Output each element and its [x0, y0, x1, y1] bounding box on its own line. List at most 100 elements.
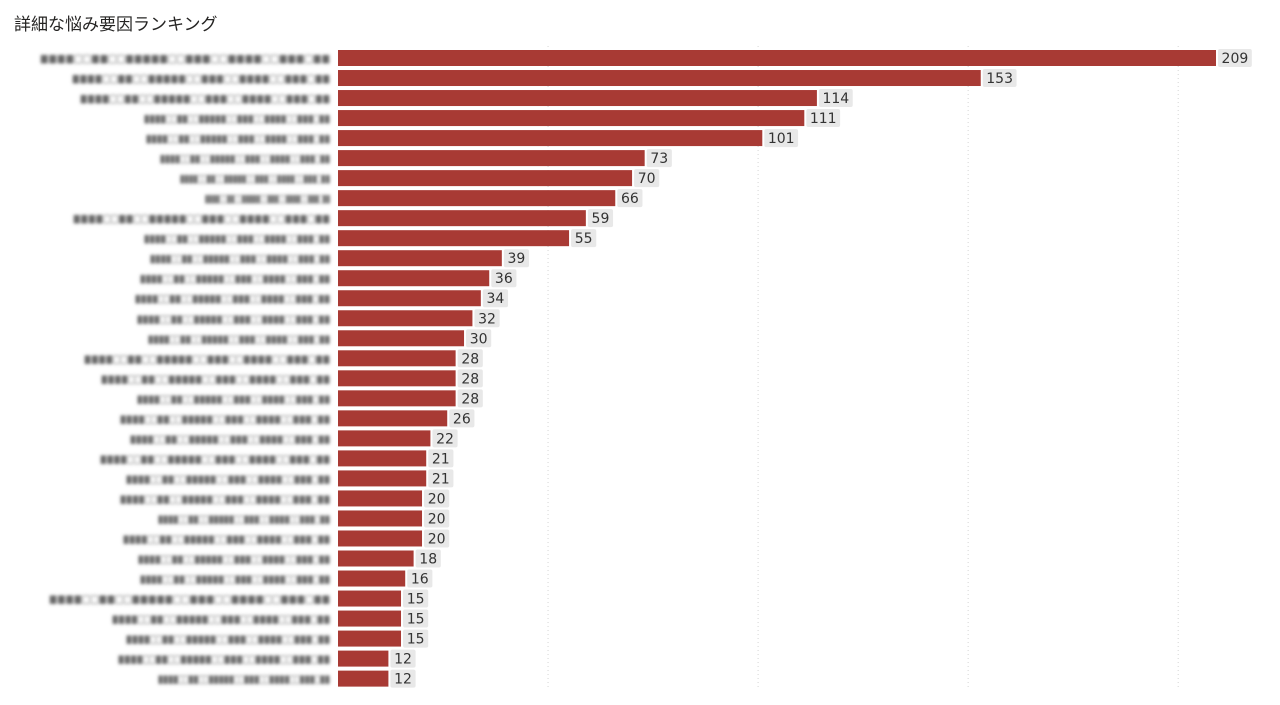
data-label: 28 [461, 371, 479, 387]
data-label: 16 [411, 572, 429, 588]
data-label-bg [482, 289, 509, 308]
bar [338, 310, 473, 327]
data-label-bg [407, 569, 433, 588]
data-label: 209 [1222, 51, 1249, 67]
category-label: ■■■■□□■■□□■■■■■□□■■■□□■■■■□□■■■□■■ [120, 492, 330, 505]
bar [338, 90, 817, 107]
category-label: ■■■■□□■■□□■■■■■□□■■■□□■■■■□□■■■□■■ [140, 573, 330, 586]
data-label-bg [457, 349, 483, 368]
bars [338, 50, 1216, 687]
data-label-bg [424, 489, 450, 508]
bar [338, 230, 570, 247]
data-label-bg [503, 249, 530, 268]
category-label: ■■■■□□■■□□■■■■■□□■■■□□■■■■□□■■■□■■ [144, 112, 330, 125]
data-label: 20 [428, 511, 446, 527]
category-label: ■■■■□□■■□□■■■■■□□■■■□□■■■■□□■■■□■■ [112, 613, 330, 626]
data-label: 12 [394, 652, 412, 668]
data-label-bg [457, 369, 483, 388]
data-label: 32 [478, 311, 496, 327]
data-label-bg [432, 429, 458, 448]
category-label: ■■■■□□■■□□■■■■■□□■■■□□■■■■□□■■■□■■ [146, 132, 330, 145]
data-label-bg [617, 189, 643, 208]
chart-title: 詳細な悩み要因ランキング [14, 15, 218, 35]
bar [338, 490, 423, 507]
data-label-bg [764, 129, 799, 148]
bar [338, 530, 423, 547]
bar [338, 250, 502, 267]
data-label: 101 [768, 131, 795, 147]
data-label-bg [428, 469, 454, 488]
bar [338, 350, 456, 367]
bar [338, 110, 805, 127]
category-label: ■■■■□□■■□□■■■■■□□■■■□□■■■■□□■■■□■■ [135, 292, 330, 305]
data-label-bg [449, 409, 475, 428]
category-label: ■■■■□□■■□□■■■■■□□■■■□□■■■■□□■■■□■■ [158, 512, 330, 525]
category-labels: ■■■■□□■■□□■■■■■□□■■■□□■■■■□□■■■□■■ ■■■■□□… [40, 52, 330, 686]
data-label: 20 [428, 531, 446, 547]
bar [338, 470, 427, 487]
category-label: ■■■■□□■■□□■■■■■□□■■■□□■■■■□□■■■□■■ [148, 332, 330, 345]
data-label: 28 [461, 351, 479, 367]
data-label-bg [474, 309, 500, 328]
bar [338, 270, 490, 287]
data-label-bg [390, 669, 416, 688]
bar [338, 410, 448, 427]
bar [338, 670, 389, 687]
data-label-bg [424, 529, 450, 548]
bar [338, 190, 616, 207]
data-label: 21 [432, 471, 450, 487]
category-label: ■■■■□□■■□□■■■■■□□■■■□□■■■■□□■■■□■■ [160, 152, 330, 165]
data-label-bg [403, 589, 429, 608]
category-label: ■■■■□□■■□□■■■■■□□■■■□□■■■■□□■■■□■■ [72, 72, 330, 85]
bar [338, 450, 427, 467]
data-label-bg [806, 109, 841, 128]
category-label: ■■■■□□■■□□■■■■■□□■■■□□■■■■□□■■■□■■ [49, 593, 330, 606]
data-label: 114 [822, 91, 849, 107]
data-label: 73 [650, 151, 668, 167]
bar [338, 430, 431, 447]
data-label: 70 [638, 171, 656, 187]
data-label-bg [491, 269, 517, 288]
data-label-bg [982, 69, 1017, 88]
category-label: ■■■■□□■■□□■■■■■□□■■■□□■■■■□□■■■□■■ [180, 172, 330, 185]
data-label: 15 [407, 592, 425, 608]
data-label: 34 [487, 291, 505, 307]
data-label: 55 [575, 231, 593, 247]
data-label-bg [390, 649, 416, 668]
bar [338, 370, 456, 387]
bar [338, 290, 481, 307]
category-label: ■■■■□□■■□□■■■■■□□■■■□□■■■■□□■■■□■■ [73, 212, 330, 225]
category-label: ■■■■□□■■□□■■■■■□□■■■□□■■■■□□■■■□■■ [205, 192, 330, 205]
data-label: 30 [470, 331, 488, 347]
bar [338, 150, 645, 167]
bar [338, 610, 402, 627]
data-label: 36 [495, 271, 513, 287]
data-label-bg [818, 89, 853, 108]
category-label: ■■■■□□■■□□■■■■■□□■■■□□■■■■□□■■■□■■ [40, 52, 330, 65]
bar [338, 630, 402, 647]
data-label: 15 [407, 632, 425, 648]
category-label: ■■■■□□■■□□■■■■■□□■■■□□■■■■□□■■■□■■ [130, 432, 330, 445]
data-label: 26 [453, 411, 471, 427]
category-label: ■■■■□□■■□□■■■■■□□■■■□□■■■■□□■■■□■■ [126, 633, 330, 646]
bar [338, 650, 389, 667]
data-label-bg [403, 609, 429, 628]
data-label-bg [403, 629, 429, 648]
bar [338, 550, 414, 567]
bar [338, 330, 465, 347]
data-label: 28 [461, 391, 479, 407]
data-label-bg [424, 509, 450, 528]
category-label: ■■■■□□■■□□■■■■■□□■■■□□■■■■□□■■■□■■ [120, 412, 330, 425]
data-label: 39 [508, 251, 526, 267]
data-label-bg [634, 169, 660, 188]
category-label: ■■■■□□■■□□■■■■■□□■■■□□■■■■□□■■■□■■ [126, 472, 330, 485]
bar [338, 570, 406, 587]
bar [338, 590, 402, 607]
bar [338, 50, 1216, 66]
data-label: 66 [621, 191, 639, 207]
data-label-bg [571, 229, 597, 248]
data-label-bg [646, 149, 672, 168]
category-label: ■■■■□□■■□□■■■■■□□■■■□□■■■■□□■■■□■■ [123, 532, 330, 545]
category-label: ■■■■□□■■□□■■■■■□□■■■□□■■■■□□■■■□■■ [84, 352, 330, 365]
category-label: ■■■■□□■■□□■■■■■□□■■■□□■■■■□□■■■□■■ [80, 92, 330, 105]
